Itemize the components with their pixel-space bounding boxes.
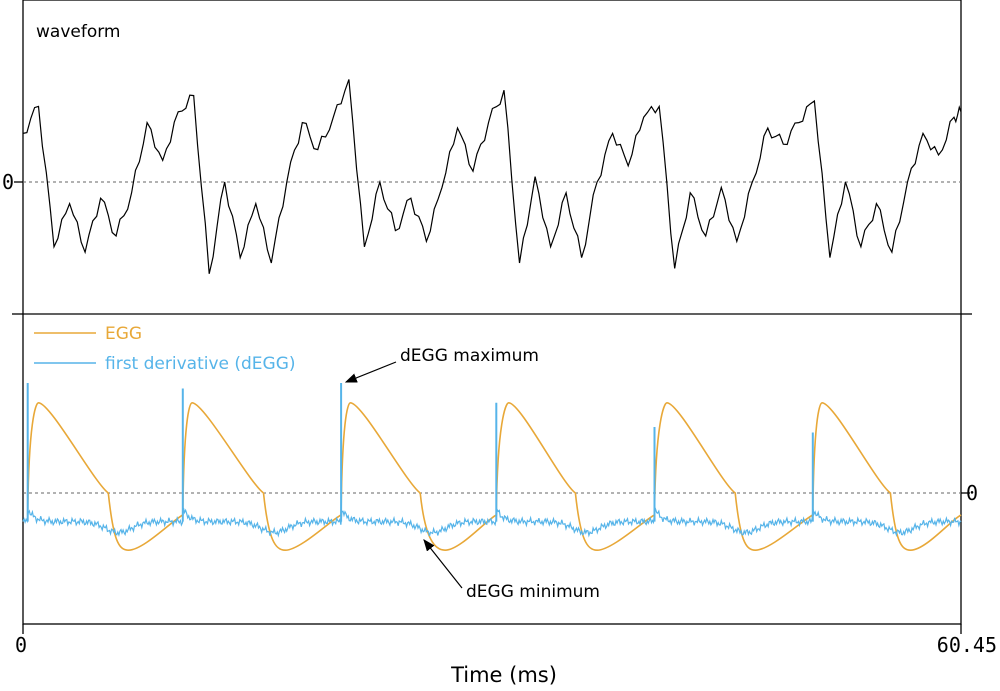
waveform-line: [22, 79, 962, 274]
degg-series: [22, 383, 962, 538]
annotation-degg-maximum: dEGG maximum: [400, 346, 539, 366]
annotation-degg-minimum: dEGG minimum: [466, 582, 600, 602]
egg-line: [26, 401, 962, 552]
egg-zero-label: 0: [966, 481, 978, 505]
annotation-degg-maximum-arrow: [344, 361, 397, 383]
legend: EGG first derivative (dEGG): [34, 324, 296, 374]
x-tick-label-start: 0: [15, 633, 27, 657]
x-tick-label-end: 60.45: [937, 633, 997, 657]
annotation-degg-minimum-arrow: [423, 539, 463, 589]
legend-degg-label: first derivative (dEGG): [105, 354, 296, 374]
x-axis-title: Time (ms): [450, 663, 557, 687]
egg-series: [26, 401, 962, 552]
plot-frame: [22, 0, 962, 625]
waveform-zero-label: 0: [2, 170, 14, 194]
legend-egg-label: EGG: [105, 324, 142, 344]
waveform-series: [22, 79, 962, 274]
waveform-panel-label: waveform: [36, 22, 120, 42]
degg-line: [22, 507, 962, 538]
